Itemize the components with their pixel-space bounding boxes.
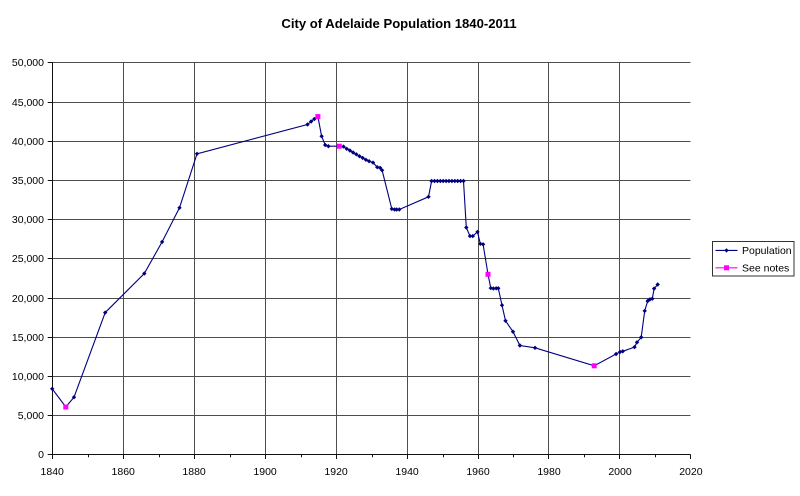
svg-text:40,000: 40,000 <box>12 136 44 148</box>
svg-text:1860: 1860 <box>112 466 136 478</box>
svg-text:35,000: 35,000 <box>12 175 44 187</box>
svg-text:Population: Population <box>742 245 792 257</box>
svg-text:2020: 2020 <box>679 466 703 478</box>
svg-text:1980: 1980 <box>537 466 561 478</box>
svg-text:5,000: 5,000 <box>18 410 44 422</box>
svg-text:45,000: 45,000 <box>12 97 44 109</box>
svg-text:1960: 1960 <box>466 466 490 478</box>
svg-text:1840: 1840 <box>41 466 65 478</box>
svg-text:1920: 1920 <box>324 466 348 478</box>
svg-text:2000: 2000 <box>608 466 632 478</box>
svg-text:10,000: 10,000 <box>12 371 44 383</box>
svg-text:1880: 1880 <box>182 466 206 478</box>
svg-text:20,000: 20,000 <box>12 293 44 305</box>
svg-text:30,000: 30,000 <box>12 214 44 226</box>
svg-text:50,000: 50,000 <box>12 57 44 69</box>
svg-text:1940: 1940 <box>395 466 419 478</box>
svg-text:See notes: See notes <box>742 262 789 274</box>
svg-text:25,000: 25,000 <box>12 253 44 265</box>
svg-text:0: 0 <box>38 449 44 461</box>
svg-text:15,000: 15,000 <box>12 332 44 344</box>
svg-text:City of Adelaide Population 18: City of Adelaide Population 1840-2011 <box>281 16 516 31</box>
svg-text:1900: 1900 <box>253 466 277 478</box>
